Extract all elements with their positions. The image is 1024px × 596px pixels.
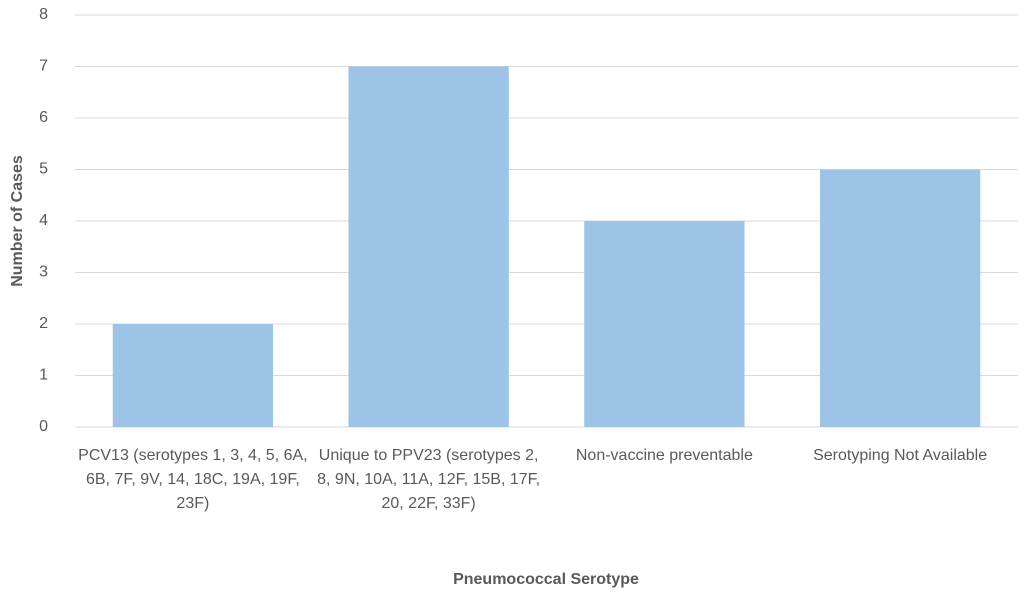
y-tick-label: 7	[39, 58, 48, 75]
y-tick-label: 4	[39, 212, 48, 229]
bar	[819, 169, 981, 427]
bar	[112, 324, 274, 427]
y-tick-label: 0	[39, 418, 48, 435]
x-tick-label: Unique to PPV23 (serotypes 2, 8, 9N, 10A…	[317, 447, 541, 512]
y-tick-label: 3	[39, 264, 48, 281]
y-tick-label: 6	[39, 109, 48, 126]
x-tick-label: Serotyping Not Available	[813, 447, 988, 464]
bar	[348, 66, 509, 427]
y-tick-label: 8	[39, 6, 48, 23]
x-axis-title: Pneumococcal Serotype	[453, 571, 639, 588]
bar	[584, 221, 745, 427]
y-tick-label: 5	[39, 161, 48, 178]
y-axis-title: Number of Cases	[9, 155, 26, 287]
y-tick-label: 2	[39, 315, 48, 332]
x-tick-label: Non-vaccine preventable	[575, 447, 753, 464]
y-tick-label: 1	[39, 367, 48, 384]
x-tick-label: PCV13 (serotypes 1, 3, 4, 5, 6A, 6B, 7F,…	[78, 447, 308, 512]
